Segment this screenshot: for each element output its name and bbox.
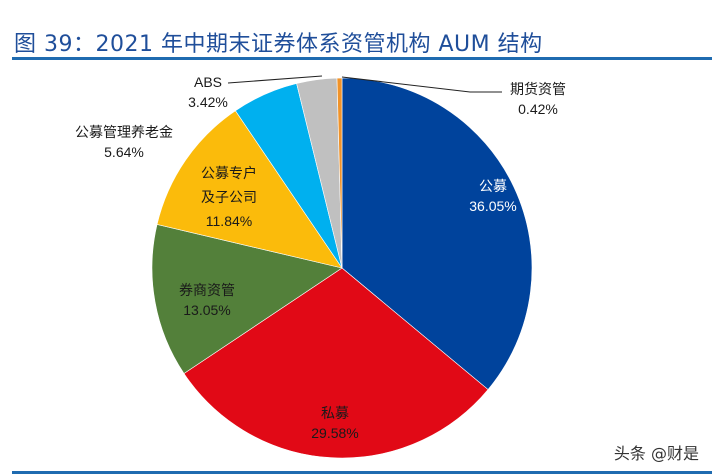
- qihuo-leader-line: [341, 76, 502, 93]
- label-value: 0.42%: [518, 101, 558, 117]
- slice-label-abs: ABS 3.42%: [178, 72, 238, 112]
- label-value: 5.64%: [104, 144, 144, 160]
- pie-slice: [336, 77, 343, 269]
- chart-title: 图 39：2021 年中期末证券体系资管机构 AUM 结构: [14, 32, 543, 57]
- label-name: 期货资管: [510, 81, 566, 97]
- label-name-line1: 公募专户: [201, 165, 257, 181]
- label-name: 券商资管: [179, 282, 235, 298]
- title-divider: [12, 57, 712, 60]
- label-name: 公募管理养老金: [75, 124, 173, 140]
- slice-label-zhuanhu: 公募专户 及子公司 11.84%: [184, 161, 274, 233]
- label-name: ABS: [193, 74, 222, 90]
- pie-slice: [156, 110, 343, 269]
- label-value: 29.58%: [311, 425, 359, 441]
- label-name: 私募: [321, 405, 349, 421]
- slice-label-yanglao: 公募管理养老金 5.64%: [64, 122, 184, 162]
- abs-leader-line: [227, 75, 323, 84]
- slice-label-simu: 私募 29.58%: [290, 403, 380, 443]
- label-value: 13.05%: [183, 302, 231, 318]
- pie-slice: [341, 77, 533, 390]
- label-name: 公募: [479, 178, 507, 194]
- watermark: 头条 @财是: [613, 444, 699, 463]
- bottom-divider: [12, 471, 712, 474]
- pie-slice: [183, 267, 489, 459]
- pie-slice: [151, 224, 343, 374]
- label-value: 11.84%: [205, 213, 253, 229]
- label-value: 36.05%: [469, 198, 517, 214]
- slice-label-gongmu: 公募 36.05%: [448, 176, 538, 216]
- label-name-line2: 及子公司: [201, 189, 257, 205]
- slice-label-quanshang: 券商资管 13.05%: [162, 280, 252, 320]
- slice-label-qihuo: 期货资管 0.42%: [498, 79, 578, 119]
- label-value: 3.42%: [188, 94, 228, 110]
